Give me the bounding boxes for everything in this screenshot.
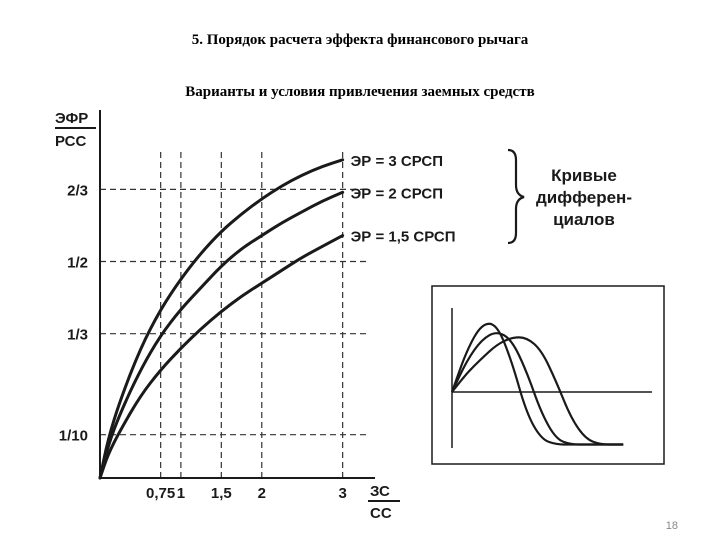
curve-labels: ЭР = 3 СРСП ЭР = 2 СРСП ЭР = 1,5 СРСП (351, 153, 456, 246)
bracket-label-line-3: циалов (553, 210, 615, 229)
inset-curve-2 (451, 332, 624, 446)
y-tick-label: 1/10 (59, 428, 88, 445)
bracket-label-line-2: дифферен- (536, 188, 632, 207)
tick-labels: 0,75 1 1,5 2 3 1/10 1/3 1/2 2/3 (59, 182, 347, 502)
curve-series-1 (98, 158, 345, 480)
curve-label-1: ЭР = 3 СРСП (351, 153, 443, 170)
grid-lines (100, 148, 368, 478)
curly-bracket (507, 148, 525, 245)
x-tick-label: 1,5 (211, 485, 232, 502)
curve-series-2 (98, 190, 345, 480)
page-number: 18 (665, 520, 678, 532)
x-tick-label: 2 (258, 485, 266, 502)
curve-label-3: ЭР = 1,5 СРСП (351, 229, 456, 246)
y-axis-label-numerator: ЭФР (55, 110, 88, 127)
inset-frame (431, 285, 665, 465)
slide-subtitle: Варианты и условия привлечения заемных с… (185, 84, 535, 100)
curves (98, 158, 345, 480)
x-tick-label: 1 (177, 485, 185, 502)
x-axis-label-numerator: ЗС (370, 483, 390, 500)
y-tick-label: 1/2 (67, 255, 88, 272)
y-tick-label: 2/3 (67, 182, 88, 199)
main-axes (99, 110, 375, 479)
curve-label-2: ЭР = 2 СРСП (351, 185, 443, 202)
y-tick-label: 1/3 (67, 327, 88, 344)
x-axis-label-denominator: СС (370, 505, 392, 522)
bracket-label-line-1: Кривые (551, 166, 617, 185)
x-tick-label: 3 (338, 485, 346, 502)
inset-curve-1 (450, 322, 624, 446)
slide-title: 5. Порядок расчета эффекта финансового р… (191, 32, 529, 48)
x-tick-label: 0,75 (146, 485, 175, 502)
inset-curve-3 (451, 336, 624, 446)
curve-series-3 (98, 234, 345, 480)
y-axis-label-denominator: РСС (55, 133, 86, 150)
inset-chart (450, 308, 652, 448)
